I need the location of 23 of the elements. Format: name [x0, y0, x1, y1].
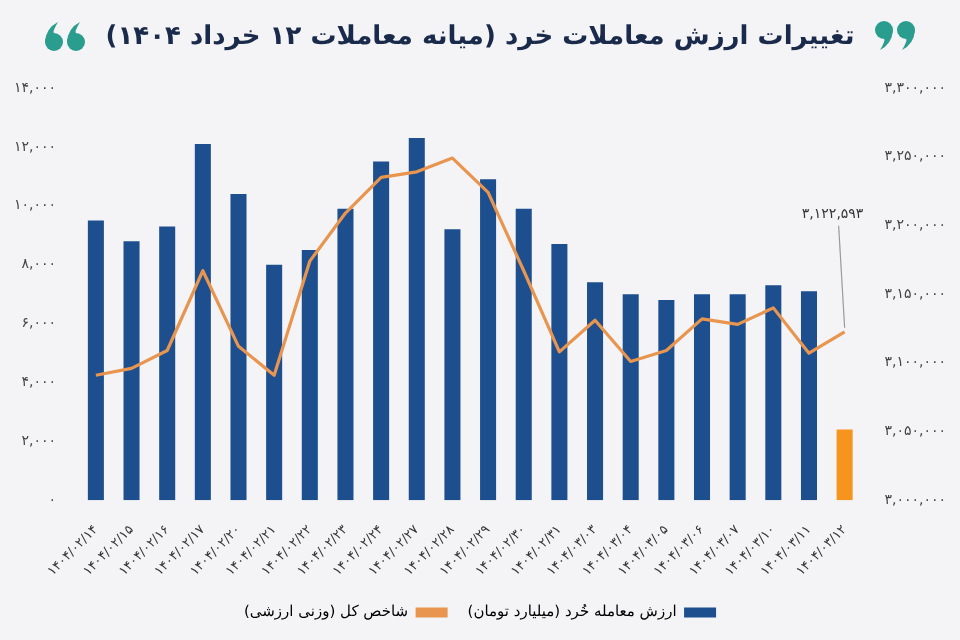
- bar: [444, 229, 461, 501]
- bar: [159, 226, 176, 501]
- bar: [622, 294, 639, 501]
- bar: [301, 249, 318, 501]
- bar: [87, 220, 104, 501]
- bar: [230, 194, 247, 501]
- bar: [515, 208, 532, 501]
- bar: [587, 282, 604, 501]
- bar: [729, 294, 746, 501]
- bar: [551, 244, 568, 501]
- bar: [373, 161, 390, 501]
- bar: [337, 208, 354, 501]
- bar: [194, 143, 211, 501]
- bar: [836, 429, 853, 501]
- bar: [658, 300, 675, 501]
- bar: [123, 241, 140, 501]
- bar: [480, 179, 497, 501]
- chart-title: تغییرات ارزش معاملات خرد (میانه معاملات ۱۲ خرداد ۱۴۰۴): [105, 21, 855, 51]
- bar: [693, 294, 711, 501]
- bar: [266, 264, 283, 501]
- bar: [408, 138, 425, 501]
- bar: [765, 285, 782, 501]
- bar: [800, 291, 817, 501]
